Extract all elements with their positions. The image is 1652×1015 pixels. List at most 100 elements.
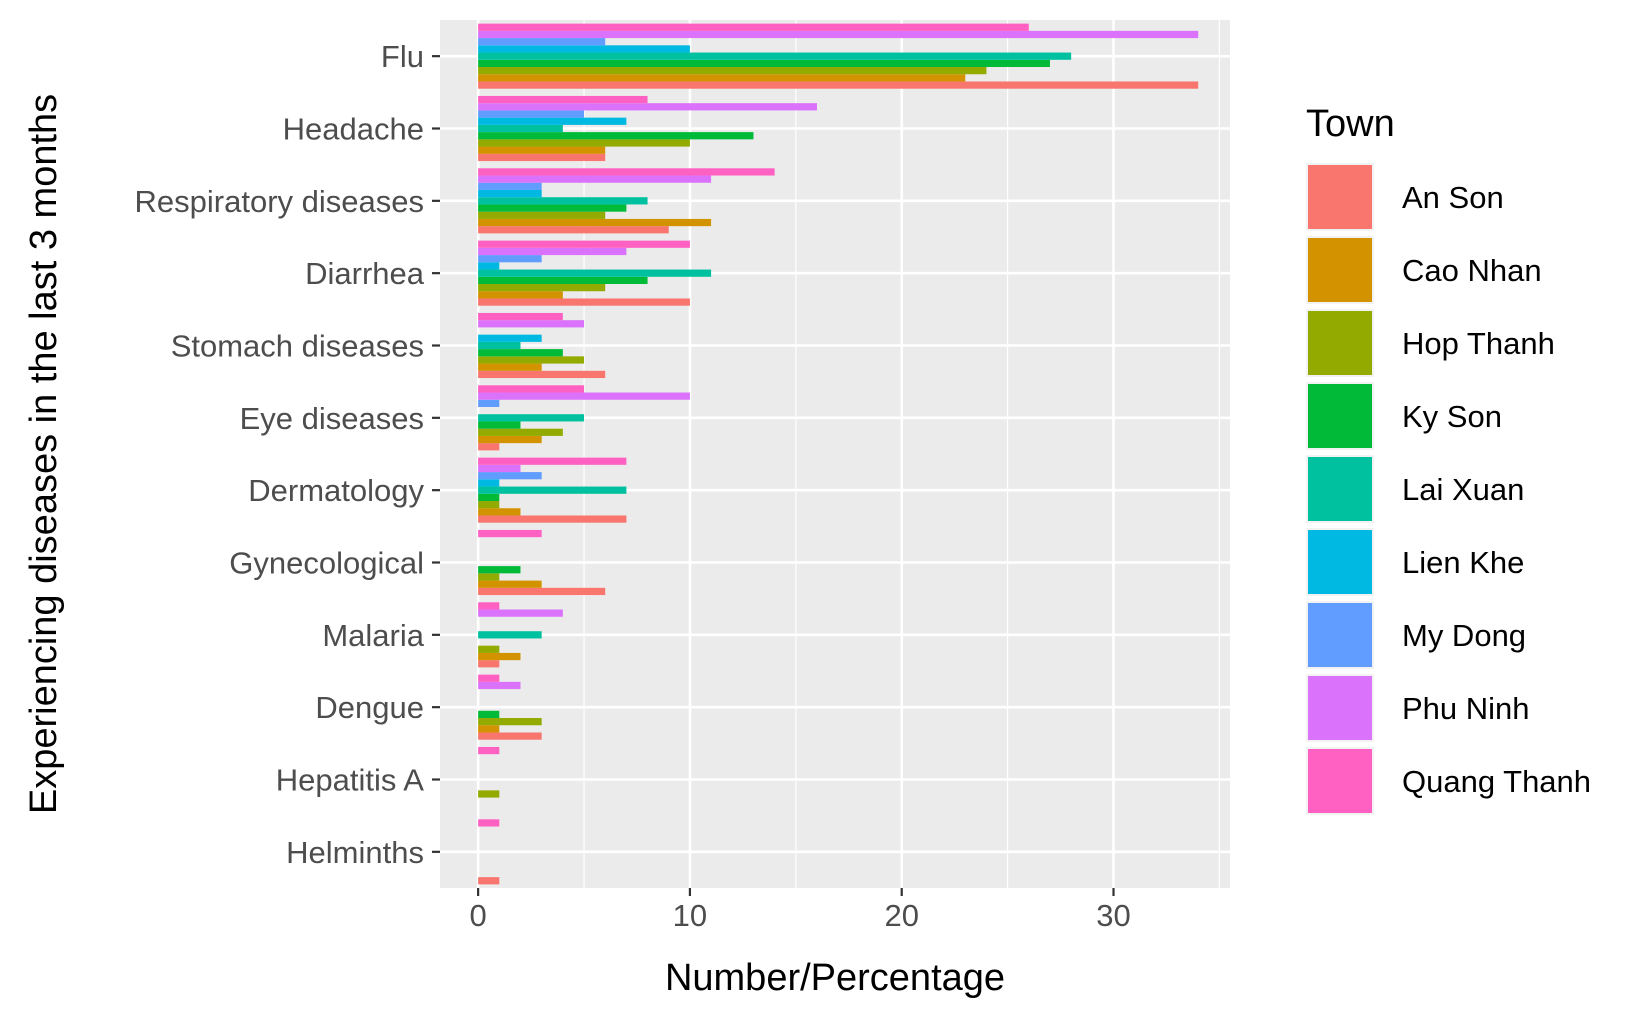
bar-hop-thanh [478, 501, 500, 509]
bar-cao-nhan [478, 652, 521, 661]
bar-ky-son [478, 421, 521, 429]
bar-my-dong [478, 255, 542, 263]
bar-hop-thanh [478, 139, 690, 147]
bar-my-dong [478, 110, 585, 118]
x-tick-label: 30 [1096, 898, 1130, 933]
bar-cao-nhan [478, 725, 500, 733]
y-tick-label: Dermatology [248, 473, 424, 508]
bar-hop-thanh [478, 573, 500, 581]
bar-quang-thanh [478, 23, 1029, 31]
bar-quang-thanh [478, 819, 500, 827]
bar-hop-thanh [478, 790, 500, 798]
y-tick-label: Hepatitis A [276, 763, 425, 798]
bar-my-dong [478, 399, 500, 407]
bar-phu-ninh [478, 392, 690, 400]
y-tick-label: Gynecological [229, 546, 424, 581]
bar-hop-thanh [478, 284, 606, 292]
bar-lien-khe [478, 189, 542, 198]
bar-phu-ninh [478, 609, 563, 617]
bar-ky-son [478, 132, 754, 140]
legend-key-my-dong [1308, 603, 1372, 667]
y-tick-label: Dengue [315, 690, 424, 725]
bar-cao-nhan [478, 508, 521, 516]
legend-key-quang-thanh [1308, 749, 1372, 813]
bar-lien-khe [478, 45, 690, 53]
legend-label-ky-son: Ky Son [1402, 399, 1502, 434]
legend-key-lai-xuan [1308, 457, 1372, 521]
bar-ky-son [478, 59, 1050, 68]
legend-label-hop-thanh: Hop Thanh [1402, 326, 1555, 361]
bar-lien-khe [478, 479, 500, 487]
x-tick-label: 0 [469, 898, 486, 933]
bar-an-son [478, 81, 1199, 89]
legend-label-lien-khe: Lien Khe [1402, 545, 1524, 580]
bar-an-son [478, 298, 690, 306]
bar-phu-ninh [478, 30, 1199, 39]
bar-cao-nhan [478, 218, 712, 227]
bar-cao-nhan [478, 291, 563, 299]
bar-lai-xuan [478, 341, 521, 350]
legend-key-an-son [1308, 165, 1372, 229]
bar-lai-xuan [478, 486, 627, 494]
bar-hop-thanh [478, 428, 563, 436]
bar-an-son [478, 443, 500, 451]
bar-an-son [478, 660, 500, 668]
bar-lai-xuan [478, 414, 585, 422]
bar-hop-thanh [478, 211, 606, 219]
bar-cao-nhan [478, 363, 542, 371]
bar-ky-son [478, 349, 563, 357]
y-tick-label: Eye diseases [240, 401, 424, 436]
bar-quang-thanh [478, 95, 648, 104]
bar-ky-son [478, 204, 627, 212]
bar-quang-thanh [478, 674, 500, 682]
bar-hop-thanh [478, 718, 542, 726]
x-axis-title: Number/Percentage [665, 957, 1005, 999]
bar-quang-thanh [478, 168, 775, 176]
bar-phu-ninh [478, 175, 712, 183]
bar-lai-xuan [478, 631, 542, 639]
bar-cao-nhan [478, 146, 606, 154]
bar-quang-thanh [478, 312, 563, 321]
bar-my-dong [478, 472, 542, 480]
y-tick-label: Flu [381, 39, 424, 74]
plot-panel [440, 20, 1230, 888]
bar-an-son [478, 515, 627, 523]
bar-quang-thanh [478, 746, 500, 755]
bar-cao-nhan [478, 435, 542, 444]
bar-quang-thanh [478, 457, 627, 465]
bar-phu-ninh [478, 247, 627, 256]
bar-lai-xuan [478, 52, 1072, 60]
bar-lai-xuan [478, 124, 563, 133]
x-axis: 0 10 20 30 [469, 888, 1131, 933]
legend-label-lai-xuan: Lai Xuan [1402, 472, 1524, 507]
x-tick-label: 20 [884, 898, 918, 933]
bar-lien-khe [478, 262, 500, 270]
bar-an-son [478, 587, 606, 596]
legend-label-phu-ninh: Phu Ninh [1402, 691, 1530, 726]
y-tick-label: Headache [283, 112, 424, 147]
y-tick-label: Malaria [322, 618, 424, 653]
legend-key-phu-ninh [1308, 676, 1372, 740]
bars [478, 23, 1199, 885]
bar-my-dong [478, 182, 542, 190]
bar-an-son [478, 370, 606, 379]
bar-lai-xuan [478, 269, 712, 277]
bar-hop-thanh [478, 67, 987, 75]
bar-lien-khe [478, 334, 542, 342]
bar-quang-thanh [478, 385, 585, 393]
legend-key-cao-nhan [1308, 238, 1372, 302]
bar-phu-ninh [478, 103, 817, 111]
legend-key-hop-thanh [1308, 311, 1372, 375]
y-axis: Flu Headache Respiratory diseases Diarrhea S… [135, 39, 440, 870]
bar-phu-ninh [478, 464, 521, 473]
legend-label-quang-thanh: Quang Thanh [1402, 764, 1591, 799]
y-tick-label: Respiratory diseases [135, 184, 424, 219]
bar-phu-ninh [478, 320, 585, 328]
bar-cao-nhan [478, 580, 542, 588]
bar-hop-thanh [478, 356, 585, 364]
bar-quang-thanh [478, 529, 542, 538]
bar-cao-nhan [478, 74, 966, 82]
grid [440, 20, 1230, 888]
legend-label-cao-nhan: Cao Nhan [1402, 253, 1542, 288]
